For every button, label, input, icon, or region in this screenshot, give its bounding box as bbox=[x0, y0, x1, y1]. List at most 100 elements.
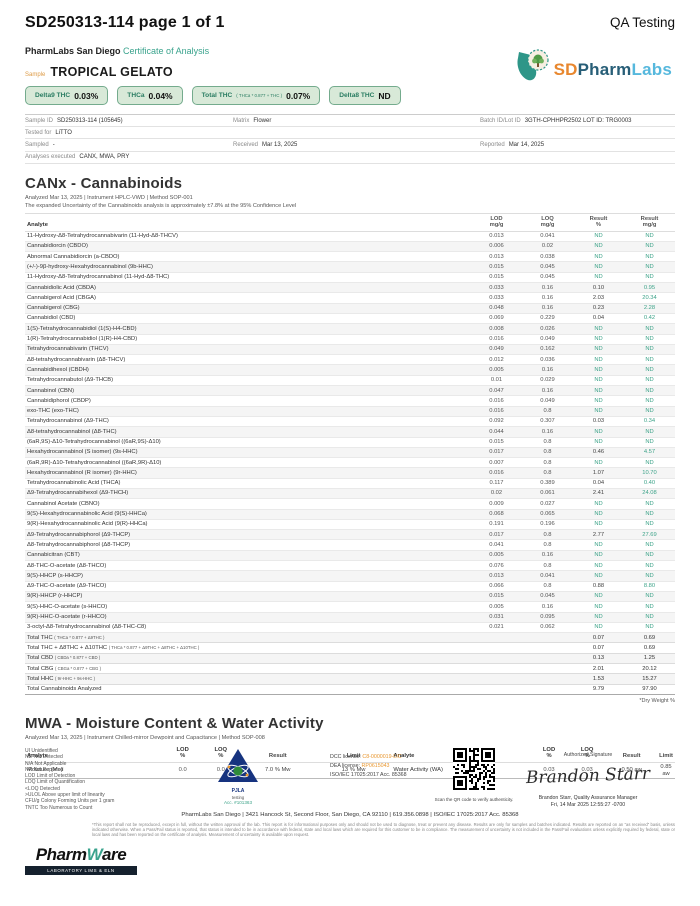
pharmware-wave: W bbox=[86, 845, 103, 864]
top-bar: SD250313-114 page 1 of 1 QA Testing bbox=[25, 14, 675, 32]
result-mg-cell: ND bbox=[624, 364, 675, 376]
loq-cell: 0.8 bbox=[522, 457, 573, 469]
qa-testing-label: QA Testing bbox=[609, 15, 675, 30]
table-row: Cannabicitran (CBT) 0.005 0.16 ND ND bbox=[25, 550, 675, 562]
result-pct-cell: ND bbox=[573, 622, 624, 634]
result-pct-cell: ND bbox=[573, 539, 624, 551]
analyte-cell: Cannabidiphorol (CBDP) bbox=[25, 395, 471, 407]
lod-cell: 0.066 bbox=[471, 581, 522, 592]
result-mg-cell: 24.08 bbox=[624, 488, 675, 500]
analyte-cell: (+/-)-9β-hydroxy-Hexahydrocannabinol (9b… bbox=[25, 261, 471, 273]
info-label: Received bbox=[233, 141, 259, 148]
thc-badge: Total THC( THCa * 0.877 + THC ) 0.07% bbox=[191, 86, 321, 105]
canx-tbody: 11-Hydroxy-Δ8-Tetrahydrocannabivarin (11… bbox=[25, 231, 675, 695]
lod-cell: 0.005 bbox=[471, 601, 522, 613]
lod-cell: 0.016 bbox=[471, 467, 522, 479]
result-pct-cell: ND bbox=[573, 354, 624, 366]
badge-label: Delta9 THC bbox=[35, 92, 71, 99]
certificate-label: Certificate of Analysis bbox=[123, 46, 210, 56]
result-pct-cell: ND bbox=[573, 550, 624, 562]
lab-line: PharmLabs San Diego Certificate of Analy… bbox=[25, 46, 675, 56]
result-pct-cell: ND bbox=[573, 509, 624, 520]
table-row: Tetrahydrocannabinolic Acid (THCA) 0.117… bbox=[25, 478, 675, 489]
analyte-cell: Cannabidiol (CBD) bbox=[25, 313, 471, 325]
signer-name-title: Brandon Starr, Quality Assurance Manager bbox=[538, 795, 638, 801]
info-cell: Analyses executed CANX, MWA, PRY bbox=[25, 151, 675, 164]
lod-cell: 0.076 bbox=[471, 560, 522, 572]
table-row: Total CBG ( CBGa * 0.877 + CBG ) 2.01 20.1… bbox=[25, 663, 675, 675]
info-label: Tested for bbox=[25, 129, 52, 136]
lod-cell: 0.015 bbox=[471, 591, 522, 603]
table-row: Moisture (Mo) 0.0 0.0 7.0 % Mw 13 % Mw Water … bbox=[25, 761, 675, 780]
loq-cell bbox=[522, 632, 573, 644]
table-row: Total CBD ( CBDa * 0.877 + CBD ) 0.13 1.25 bbox=[25, 653, 675, 665]
lod-cell: 0.049 bbox=[471, 344, 522, 356]
loq-cell: 0.196 bbox=[522, 519, 573, 531]
result-pct-cell: ND bbox=[573, 334, 624, 345]
result-mg-cell: ND bbox=[624, 457, 675, 469]
result-mg-cell: ND bbox=[624, 612, 675, 623]
table-row: Δ8-tetrahydrocannabivarin (Δ8-THCV) 0.01… bbox=[25, 354, 675, 366]
loq-cell: 0.16 bbox=[522, 385, 573, 397]
analyte-cell: 9(S)-HHCP (s-HHCP) bbox=[25, 570, 471, 582]
canx-thead: Analyte LOD mg/g LOQ mg/g Result% Result mg/g bbox=[25, 212, 675, 232]
legend-item: CFU/g Colony Forming Units per 1 gram bbox=[25, 798, 115, 805]
loq-cell: 0.036 bbox=[522, 354, 573, 366]
loq-cell: 0.8 bbox=[522, 406, 573, 417]
result-mg-cell: 0.42 bbox=[624, 313, 675, 325]
lod-cell: 0.041 bbox=[471, 539, 522, 551]
analyte-cell: 9(S)-Hexahydrocannabinolic Acid (9(S)-HH… bbox=[25, 509, 471, 520]
result-pct-cell: 0.07 bbox=[573, 632, 624, 644]
analyte-cell: Total Cannabinoids Analyzed bbox=[25, 684, 471, 695]
loq-cell: 0.8 bbox=[522, 529, 573, 541]
result-pct-cell: 2.01 bbox=[573, 663, 624, 675]
loq-cell: 0.8 bbox=[522, 447, 573, 459]
pharmware-wordmark: PharmWare bbox=[25, 845, 137, 865]
result-mg-cell: ND bbox=[624, 519, 675, 531]
table-row: Δ8-THC-O-acetate (Δ8-THCO) 0.076 0.8 ND ND bbox=[25, 560, 675, 572]
dry-weight-note: *Dry Weight % bbox=[639, 697, 675, 704]
result-pct-cell: 0.88 bbox=[573, 581, 624, 592]
loq-cell bbox=[522, 653, 573, 665]
loq-cell: 0.8 bbox=[522, 581, 573, 592]
value-cell: 7.0 % Mw bbox=[239, 761, 316, 780]
result-mg-cell: 0.95 bbox=[624, 282, 675, 294]
license-item: ISO/IEC 17025:2017 Acc. 85368 bbox=[330, 772, 407, 778]
table-row: Tetrahydrocannabinol (Δ9-THC) 0.092 0.307… bbox=[25, 416, 675, 428]
lod-cell: 0.016 bbox=[471, 395, 522, 407]
mwa-section-title: MWA - Moisture Content & Water Activity bbox=[25, 714, 324, 732]
analyte-cell: 9(R)-Hexahydrocannabinolic Acid (9(R)-HH… bbox=[25, 519, 471, 531]
result-pct-cell: ND bbox=[573, 375, 624, 387]
table-row: Hexahydrocannabinol (S isomer) (9s-HHC) … bbox=[25, 447, 675, 459]
lod-cell: 0.068 bbox=[471, 509, 522, 520]
column-header: LOQ mg/g bbox=[522, 212, 573, 232]
sample-name: TROPICAL GELATO bbox=[50, 65, 173, 79]
info-value: Mar 14, 2025 bbox=[508, 141, 545, 148]
lod-cell: 0.008 bbox=[471, 323, 522, 335]
lod-cell: 0.015 bbox=[471, 437, 522, 448]
table-row: Cannabidiol (CBD) 0.069 0.229 0.04 0.42 bbox=[25, 313, 675, 325]
info-cell: Matrix Flower bbox=[233, 114, 480, 128]
info-cell: Sampled - bbox=[25, 138, 233, 152]
analyte-cell: exo-THC (exo-THC) bbox=[25, 406, 471, 417]
canx-meta: Analyzed Mar 13, 2025 | Instrument HPLC-… bbox=[25, 194, 193, 201]
pharmware-tagline: LABORATORY LIMS & ELN bbox=[25, 866, 137, 875]
result-mg-cell: ND bbox=[624, 385, 675, 397]
info-value: 3GTH-CPHHPR2502 LOT ID: TRG0003 bbox=[524, 117, 632, 124]
table-row: 11-Hydroxy-Δ8-Tetrahydrocannabivarin (11… bbox=[25, 231, 675, 242]
logo-labs: Labs bbox=[631, 59, 672, 79]
analyte-formula: ( 9r-HHC + 9s-HHC ) bbox=[55, 675, 96, 681]
loq-cell bbox=[522, 673, 573, 685]
lod-cell: 0.017 bbox=[471, 529, 522, 541]
mwa-meta: Analyzed Mar 13, 2025 | Instrument Chill… bbox=[25, 734, 265, 741]
table-row: Cannabinol (CBN) 0.047 0.16 ND ND bbox=[25, 385, 675, 397]
badge-value: 0.04% bbox=[148, 90, 173, 101]
loq-cell: 0.229 bbox=[522, 313, 573, 325]
lod-cell: 0.033 bbox=[471, 292, 522, 304]
result-mg-cell: ND bbox=[624, 426, 675, 438]
lod-cell: 0.005 bbox=[471, 550, 522, 562]
value-cell: 13 % Mw bbox=[315, 761, 392, 780]
column-header: Analyte bbox=[25, 212, 471, 232]
result-mg-cell: ND bbox=[624, 375, 675, 387]
